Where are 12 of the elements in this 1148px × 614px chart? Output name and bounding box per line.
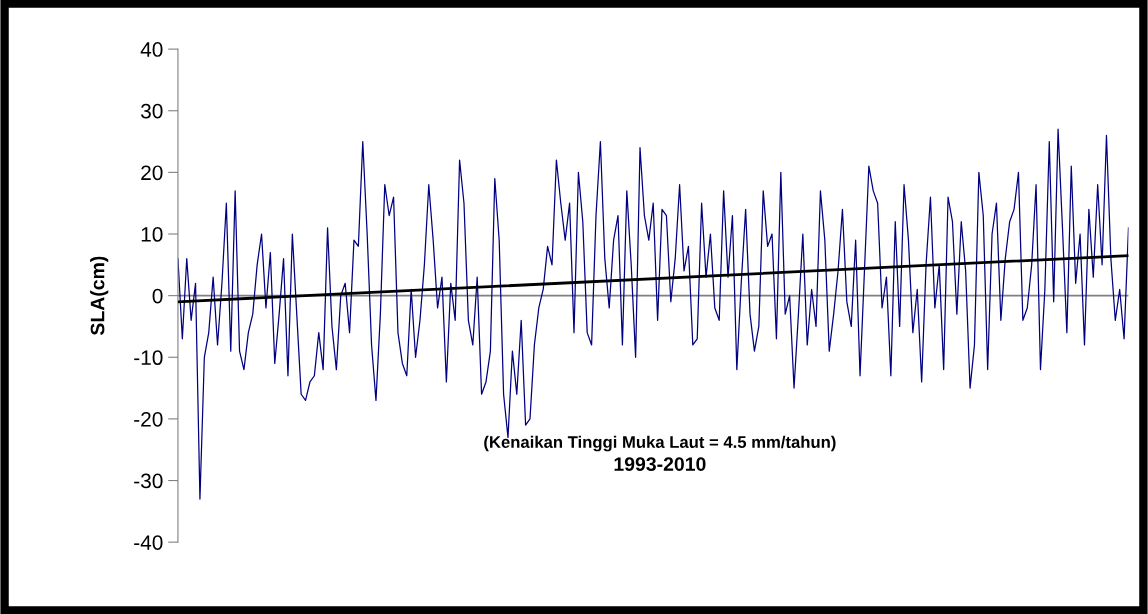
y-tick-label: 10 [141, 227, 163, 242]
annotation: (Kenaikan Tinggi Muka Laut = 4.5 mm/tahun) [484, 435, 836, 452]
y-tick-label: -40 [134, 535, 163, 550]
y-axis-title: SLA(cm) [90, 256, 109, 336]
annotation: 1993-2010 [614, 457, 706, 471]
y-tick-label: 20 [141, 165, 163, 181]
y-tick-label: 30 [140, 103, 163, 119]
y-tick-label: 0 [152, 288, 163, 304]
y-tick-label: -10 [134, 350, 163, 366]
y-tick-label: -20 [134, 411, 163, 427]
y-tick-label: 40 [140, 42, 163, 57]
y-tick-label: -30 [134, 473, 163, 489]
